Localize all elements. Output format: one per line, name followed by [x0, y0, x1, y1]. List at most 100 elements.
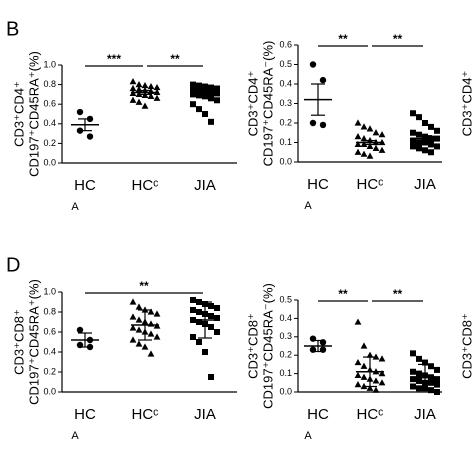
significance-label: ***: [107, 52, 121, 66]
data-point: [378, 131, 386, 138]
significance-label: **: [338, 287, 348, 301]
data-point: [428, 363, 434, 370]
data-point: [360, 123, 368, 130]
y-tick-label: 0.0: [43, 157, 56, 167]
data-point: [153, 333, 161, 340]
data-point: [428, 379, 434, 386]
data-point: [416, 370, 422, 377]
data-point: [147, 308, 155, 315]
data-point: [196, 339, 202, 345]
data-point: [202, 111, 208, 117]
significance-label: **: [338, 32, 348, 46]
data-point: [208, 118, 214, 125]
data-point: [208, 89, 214, 96]
y-tick-label: 0.4: [43, 346, 56, 356]
data-point: [378, 355, 386, 362]
data-point: [129, 78, 137, 85]
data-point: [428, 123, 434, 130]
y-tick-label: 0.4: [279, 313, 292, 323]
data-point: [360, 135, 368, 142]
data-point: [208, 95, 214, 102]
data-point: [76, 326, 84, 334]
data-point: [309, 61, 317, 68]
significance-label: **: [393, 287, 403, 301]
data-point: [202, 349, 208, 355]
data-point: [208, 324, 214, 330]
data-point: [196, 82, 202, 89]
y-tick-label: 0.6: [279, 39, 292, 49]
data-point: [319, 121, 327, 129]
data-point: [378, 370, 386, 377]
data-point: [410, 376, 416, 383]
y-tick-label: 0.5: [279, 59, 292, 69]
data-point: [196, 87, 202, 94]
data-point: [153, 94, 161, 101]
y-tick-label: 0.0: [279, 156, 292, 166]
side-label: CD3⁺CD4⁺: [459, 71, 474, 137]
x-tick-label: HCᶜ: [357, 406, 384, 423]
data-point: [153, 83, 161, 91]
y-tick-label: 0.8: [43, 306, 56, 316]
y-tick-label: 0.1: [279, 368, 292, 378]
panel-label: D: [6, 254, 20, 276]
x-tick-label: HCᶜ: [132, 177, 159, 194]
y-tick-label: 0.1: [279, 137, 292, 147]
y-axis-label: CD3⁺CD8⁺: [11, 309, 26, 375]
y-axis-label: CD197⁺CD45RA⁺(%): [26, 279, 41, 405]
y-tick-label: 0.2: [279, 117, 292, 127]
data-point: [135, 316, 143, 323]
data-point: [214, 85, 220, 92]
x-tick-label: HC: [307, 406, 329, 423]
data-point: [366, 384, 374, 391]
data-point: [366, 351, 374, 358]
data-point: [319, 76, 327, 84]
data-point: [360, 342, 368, 349]
data-point: [360, 362, 368, 369]
data-point: [129, 336, 137, 343]
data-point: [190, 334, 196, 340]
data-point: [129, 324, 137, 331]
y-tick-label: 1.0: [43, 286, 56, 296]
data-point: [410, 368, 416, 375]
y-axis-label: CD3⁺CD4⁺: [245, 71, 260, 137]
data-point: [416, 355, 422, 362]
data-point: [214, 90, 220, 97]
data-point: [422, 120, 428, 126]
data-point: [422, 359, 428, 366]
data-point: [378, 146, 386, 153]
data-point: [153, 310, 161, 317]
data-point: [434, 381, 440, 388]
y-tick-label: 0.8: [43, 79, 56, 89]
data-point: [129, 313, 137, 320]
data-point: [214, 329, 220, 335]
data-point: [410, 143, 416, 150]
data-point: [135, 326, 143, 333]
data-point: [428, 141, 434, 148]
y-tick-label: 0.5: [279, 294, 292, 304]
data-point: [190, 297, 196, 303]
data-point: [366, 142, 374, 149]
data-point: [147, 350, 155, 357]
y-axis-label: CD197⁺CD45RA⁻(%): [260, 283, 275, 409]
data-point: [410, 137, 416, 144]
data-point: [214, 305, 220, 311]
data-point: [147, 82, 155, 90]
data-point: [190, 81, 196, 88]
data-point: [366, 125, 374, 132]
data-point: [309, 119, 317, 127]
data-point: [428, 149, 434, 156]
data-point: [214, 315, 220, 321]
data-point: [422, 147, 428, 154]
data-point: [410, 350, 416, 357]
data-point: [129, 298, 137, 305]
data-point: [129, 96, 137, 103]
side-label: CD3⁺CD8⁺: [459, 313, 474, 379]
x-tick-label: JIA: [194, 406, 216, 423]
data-point: [372, 144, 380, 151]
data-point: [135, 98, 143, 105]
y-tick-label: 0.0: [43, 386, 56, 396]
data-point: [147, 330, 155, 337]
data-point: [354, 381, 362, 388]
y-tick-label: 0.3: [279, 98, 292, 108]
